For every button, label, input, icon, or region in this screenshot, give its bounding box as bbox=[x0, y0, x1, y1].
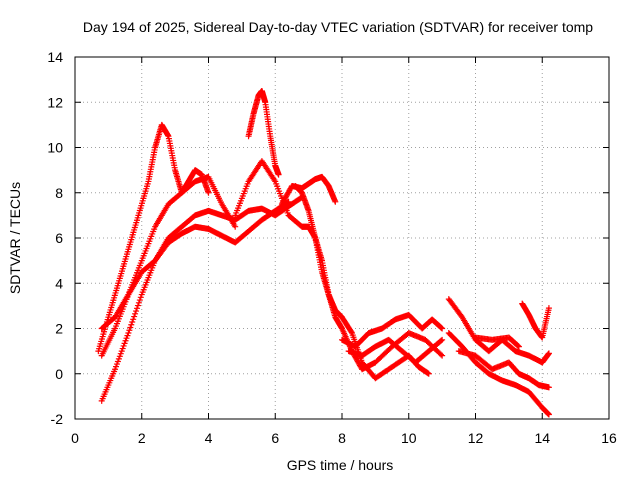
sat-track-5 bbox=[245, 87, 282, 178]
data-point bbox=[438, 337, 445, 344]
sat-track-2 bbox=[98, 173, 239, 359]
sat-track-10 bbox=[345, 336, 446, 366]
x-tick-label: 14 bbox=[534, 430, 550, 446]
data-point bbox=[439, 336, 446, 343]
data-point bbox=[128, 321, 135, 328]
sat-track-4 bbox=[98, 198, 292, 332]
y-tick-label: 14 bbox=[47, 49, 63, 65]
x-tick-label: 0 bbox=[71, 430, 79, 446]
data-point bbox=[137, 294, 144, 301]
data-point bbox=[126, 327, 133, 334]
data-point bbox=[135, 299, 142, 306]
data-point bbox=[545, 411, 552, 418]
data-point bbox=[232, 223, 239, 230]
sat-track-15 bbox=[519, 300, 552, 341]
grid-lines bbox=[75, 57, 609, 419]
data-point bbox=[129, 319, 136, 326]
data-point bbox=[545, 305, 552, 312]
data-point bbox=[332, 198, 339, 205]
data-point bbox=[130, 316, 137, 323]
data-point bbox=[275, 171, 282, 178]
data-point bbox=[515, 342, 522, 349]
sat-track-13 bbox=[455, 348, 552, 391]
x-tick-label: 6 bbox=[271, 430, 279, 446]
data-point bbox=[348, 328, 355, 335]
data-point bbox=[133, 305, 140, 312]
x-tick-label: 8 bbox=[338, 430, 346, 446]
x-tick-label: 16 bbox=[601, 430, 617, 446]
y-tick-label: 0 bbox=[55, 366, 63, 382]
data-point bbox=[132, 310, 139, 317]
data-point bbox=[127, 324, 134, 331]
data-point bbox=[205, 189, 212, 196]
y-tick-label: 8 bbox=[55, 185, 63, 201]
data-point bbox=[131, 313, 138, 320]
x-tick-labels: 0 2 4 6 8 10 12 14 16 bbox=[71, 430, 617, 446]
sat-track-7 bbox=[278, 173, 339, 208]
data-point bbox=[439, 352, 446, 359]
y-axis-title: SDTVAR / TECUs bbox=[7, 182, 23, 294]
chart-title: Day 194 of 2025, Sidereal Day-to-day VTE… bbox=[83, 19, 593, 35]
y-tick-label: 10 bbox=[47, 140, 63, 156]
data-point bbox=[545, 350, 552, 357]
x-tick-label: 12 bbox=[468, 430, 484, 446]
y-tick-label: 2 bbox=[55, 321, 63, 337]
data-point bbox=[136, 297, 143, 304]
data-point bbox=[133, 308, 140, 315]
data-point bbox=[125, 330, 132, 337]
data-point bbox=[515, 343, 522, 350]
data-point bbox=[134, 302, 141, 309]
data-point bbox=[438, 324, 445, 331]
x-tick-label: 4 bbox=[205, 430, 213, 446]
sat-track-14 bbox=[472, 334, 522, 350]
y-tick-label: 6 bbox=[55, 230, 63, 246]
x-tick-label: 2 bbox=[138, 430, 146, 446]
data-point bbox=[545, 384, 552, 391]
data-point bbox=[439, 325, 446, 332]
x-axis-title: GPS time / hours bbox=[287, 457, 394, 473]
data-point bbox=[437, 351, 444, 358]
data-points bbox=[95, 87, 552, 418]
data-point bbox=[425, 370, 432, 377]
sat-track-6 bbox=[232, 158, 446, 373]
sat-track-8 bbox=[292, 182, 432, 382]
data-point bbox=[285, 198, 292, 205]
x-tick-label: 10 bbox=[401, 430, 417, 446]
sat-track-9 bbox=[339, 311, 446, 350]
y-tick-label: 12 bbox=[47, 94, 63, 110]
data-point bbox=[284, 199, 291, 206]
sat-track-11 bbox=[445, 296, 552, 366]
plot-frame bbox=[74, 56, 610, 420]
y-tick-label: -2 bbox=[51, 411, 64, 427]
y-tick-label: 4 bbox=[55, 275, 63, 291]
y-tick-labels: -2 0 2 4 6 8 10 12 14 bbox=[47, 49, 63, 427]
